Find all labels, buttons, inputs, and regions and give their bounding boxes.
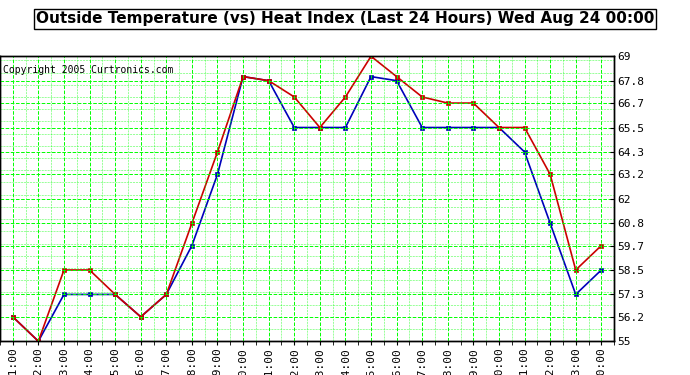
Text: Copyright 2005 Curtronics.com: Copyright 2005 Curtronics.com [3, 65, 173, 75]
Text: Outside Temperature (vs) Heat Index (Last 24 Hours) Wed Aug 24 00:00: Outside Temperature (vs) Heat Index (Las… [36, 11, 654, 26]
